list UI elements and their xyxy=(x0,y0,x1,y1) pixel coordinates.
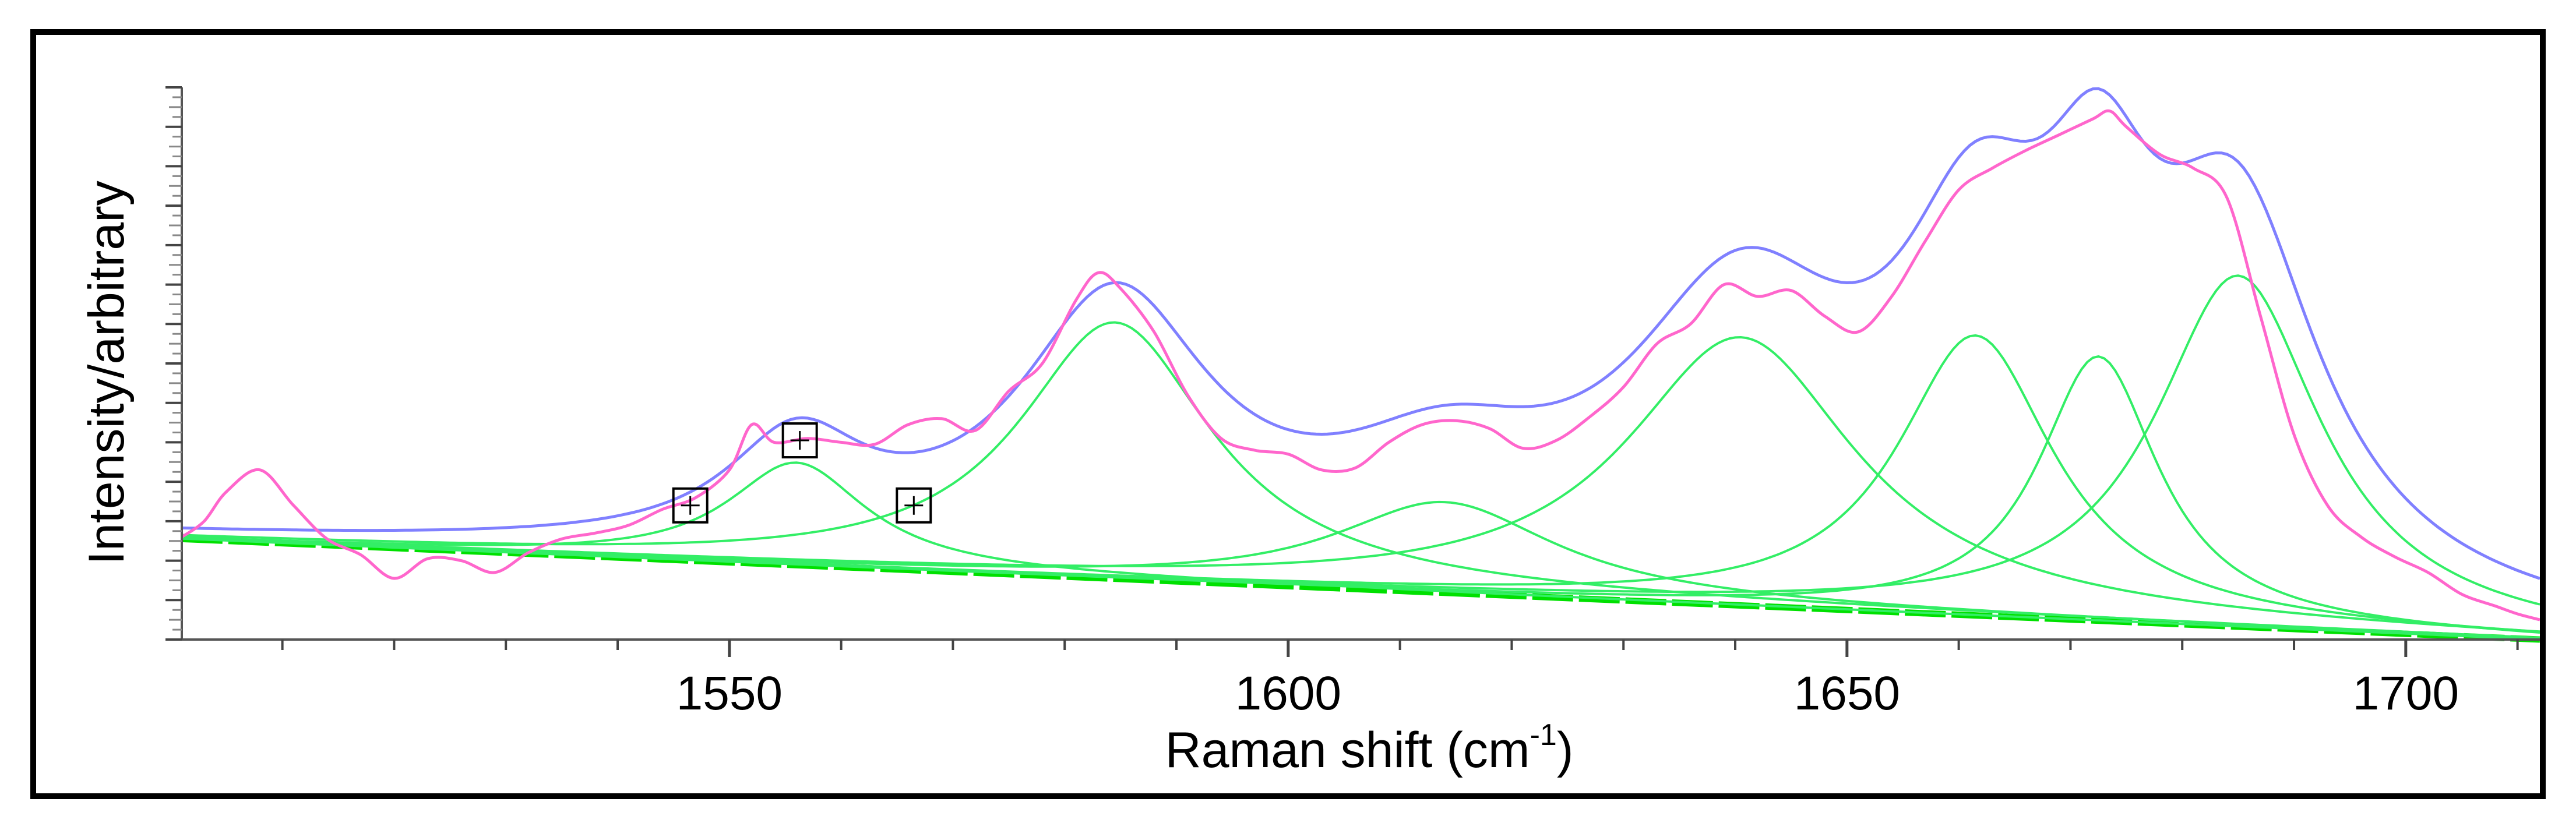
chart-frame: 1550 1600 1650 1700 Raman shift (cm-1) Inte… xyxy=(30,29,2546,799)
fitted-envelope-line xyxy=(181,87,2540,580)
y-axis-label: Intensity/arbitrary xyxy=(79,181,135,565)
x-tick-label-1700: 1700 xyxy=(2353,667,2459,720)
x-tick-label-1600: 1600 xyxy=(1235,667,1341,720)
peak-marker-2[interactable] xyxy=(781,422,818,459)
component-peak-4 xyxy=(181,335,2540,633)
x-tick-label-1550: 1550 xyxy=(676,667,783,720)
measured-spectrum-line xyxy=(181,109,2540,621)
component-peak-7 xyxy=(181,274,2540,606)
x-axis-label: Raman shift (cm-1) xyxy=(1165,718,1574,778)
peak-marker-3[interactable] xyxy=(896,487,932,524)
peak-marker-1[interactable] xyxy=(672,487,709,524)
raman-spectrum-chart: 1550 1600 1650 1700 Raman shift (cm-1) Inte… xyxy=(79,86,2540,778)
x-tick-label-1650: 1650 xyxy=(1794,667,1900,720)
component-peak-3 xyxy=(181,500,2540,640)
